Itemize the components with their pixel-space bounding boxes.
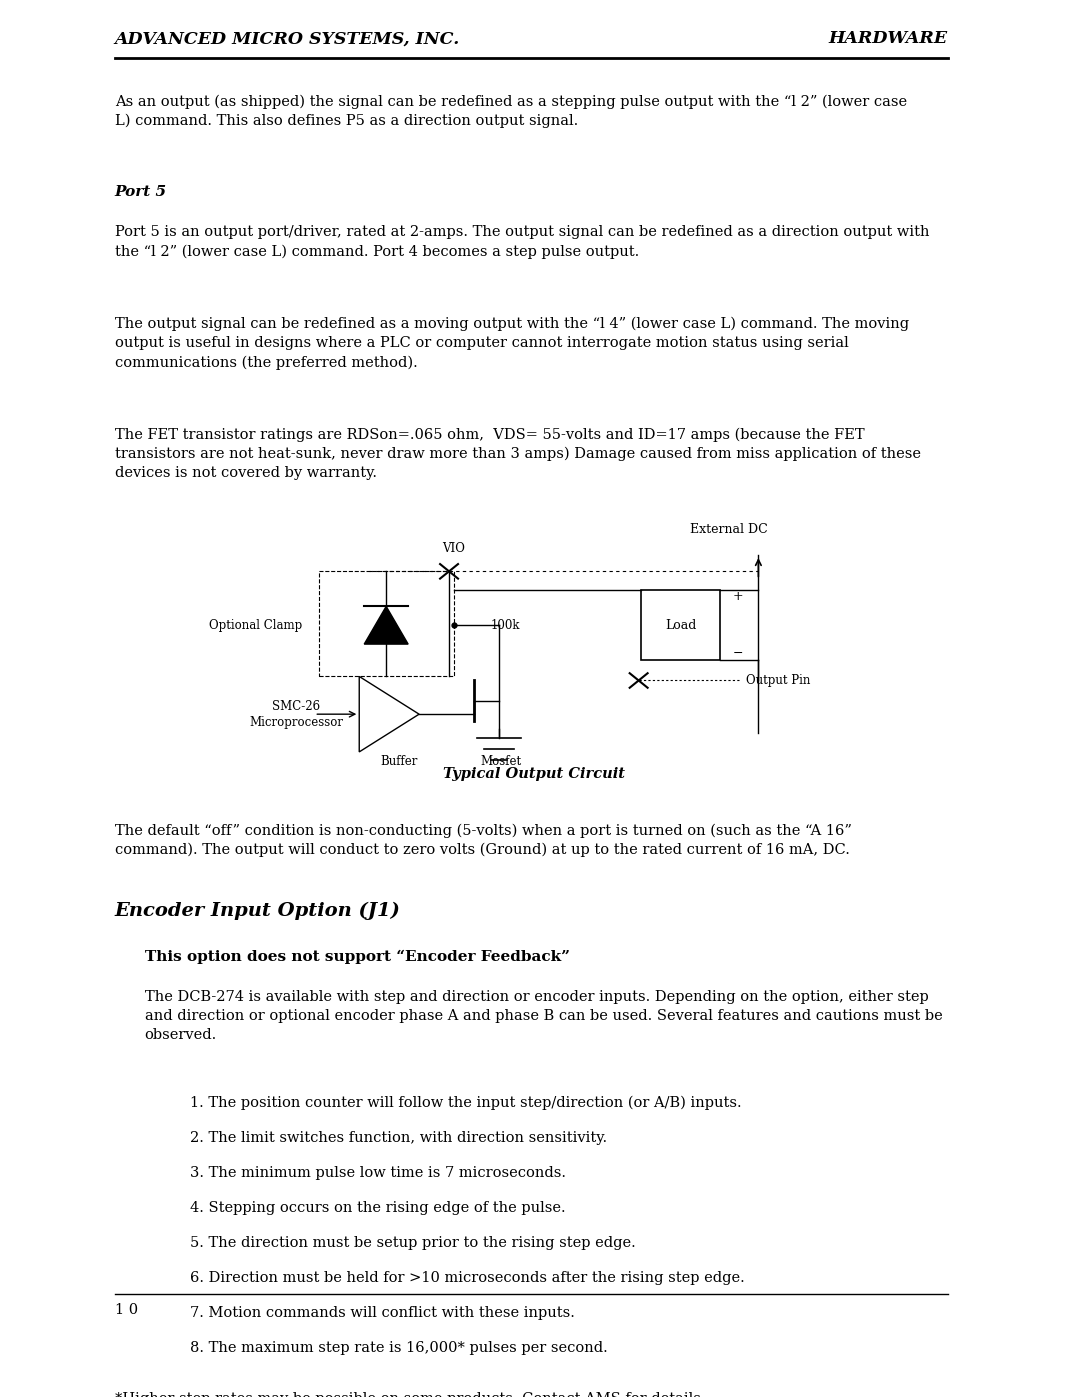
Text: Optional Clamp: Optional Clamp bbox=[210, 619, 302, 631]
Text: The default “off” condition is non-conducting (5-volts) when a port is turned on: The default “off” condition is non-condu… bbox=[114, 823, 852, 858]
Text: −: − bbox=[732, 647, 743, 659]
Text: 5. The direction must be setup prior to the rising step edge.: 5. The direction must be setup prior to … bbox=[190, 1236, 635, 1250]
Text: HARDWARE: HARDWARE bbox=[828, 31, 948, 47]
Text: 3. The minimum pulse low time is 7 microseconds.: 3. The minimum pulse low time is 7 micro… bbox=[190, 1165, 566, 1179]
Text: The FET transistor ratings are RDSon=.065 ohm,  VDS= 55-volts and ID=17 amps (be: The FET transistor ratings are RDSon=.06… bbox=[114, 427, 921, 481]
Text: Buffer: Buffer bbox=[380, 754, 418, 767]
Polygon shape bbox=[364, 606, 408, 644]
Text: This option does not support “Encoder Feedback”: This option does not support “Encoder Fe… bbox=[145, 950, 569, 964]
Text: *Higher step rates may be possible on some products. Contact AMS for details.: *Higher step rates may be possible on so… bbox=[114, 1391, 705, 1397]
Text: Output Pin: Output Pin bbox=[746, 673, 811, 687]
Text: The DCB-274 is available with step and direction or encoder inputs. Depending on: The DCB-274 is available with step and d… bbox=[145, 990, 943, 1042]
Text: 4. Stepping occurs on the rising edge of the pulse.: 4. Stepping occurs on the rising edge of… bbox=[190, 1200, 565, 1214]
Text: Port 5: Port 5 bbox=[114, 184, 167, 198]
Polygon shape bbox=[360, 676, 419, 752]
Text: Typical Output Circuit: Typical Output Circuit bbox=[443, 767, 625, 781]
Text: The output signal can be redefined as a moving output with the “l 4” (lower case: The output signal can be redefined as a … bbox=[114, 317, 909, 370]
Text: Mosfet: Mosfet bbox=[481, 754, 522, 767]
Text: 1 0: 1 0 bbox=[114, 1303, 138, 1317]
Text: 100k: 100k bbox=[491, 619, 521, 631]
Text: 1. The position counter will follow the input step/direction (or A/B) inputs.: 1. The position counter will follow the … bbox=[190, 1095, 741, 1109]
Bar bbox=[320, 571, 454, 676]
Text: ADVANCED MICRO SYSTEMS, INC.: ADVANCED MICRO SYSTEMS, INC. bbox=[114, 31, 460, 47]
Text: Port 5 is an output port/driver, rated at 2-amps. The output signal can be redef: Port 5 is an output port/driver, rated a… bbox=[114, 225, 929, 258]
Bar bbox=[640, 590, 720, 661]
Text: 7. Motion commands will conflict with these inputs.: 7. Motion commands will conflict with th… bbox=[190, 1306, 575, 1320]
Text: +: + bbox=[732, 591, 743, 604]
Text: SMC-26
Microprocessor: SMC-26 Microprocessor bbox=[249, 700, 343, 729]
Text: 8. The maximum step rate is 16,000* pulses per second.: 8. The maximum step rate is 16,000* puls… bbox=[190, 1341, 607, 1355]
Text: As an output (as shipped) the signal can be redefined as a stepping pulse output: As an output (as shipped) the signal can… bbox=[114, 95, 907, 129]
Text: External DC: External DC bbox=[690, 524, 767, 536]
Text: 6. Direction must be held for >10 microseconds after the rising step edge.: 6. Direction must be held for >10 micros… bbox=[190, 1271, 744, 1285]
Text: 2. The limit switches function, with direction sensitivity.: 2. The limit switches function, with dir… bbox=[190, 1130, 607, 1144]
Text: Load: Load bbox=[665, 619, 697, 631]
Text: Encoder Input Option (J1): Encoder Input Option (J1) bbox=[114, 901, 401, 919]
Text: VIO: VIO bbox=[443, 542, 465, 555]
